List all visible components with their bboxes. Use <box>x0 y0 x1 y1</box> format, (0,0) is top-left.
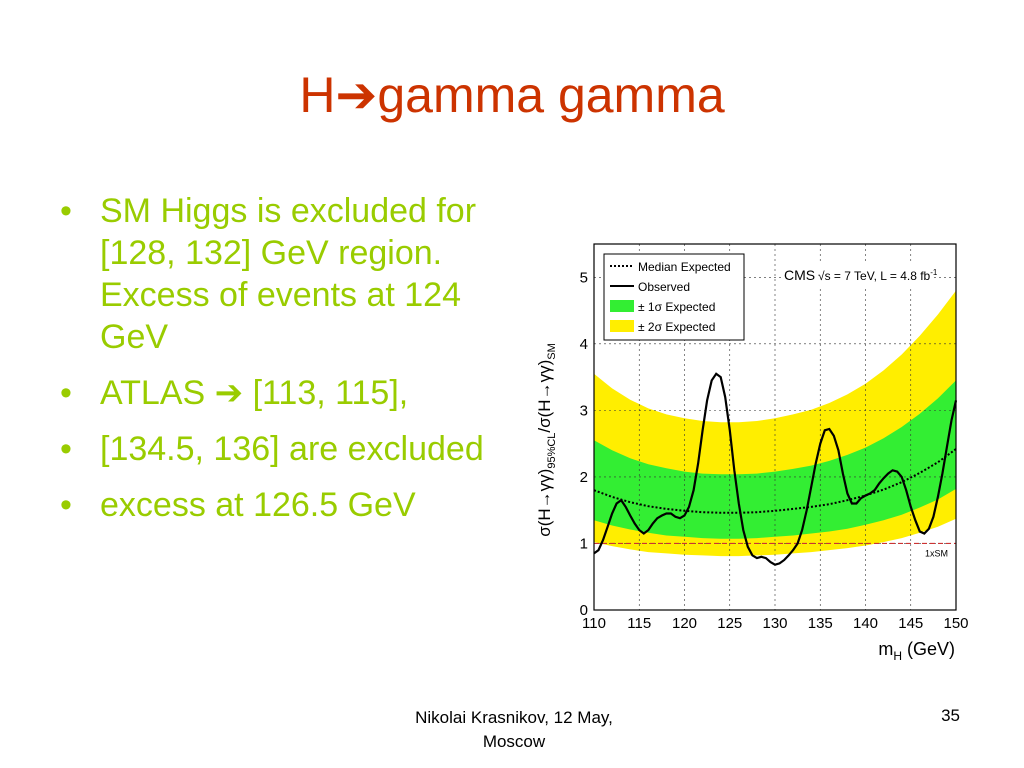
x-tick-label: 115 <box>627 615 651 632</box>
bullet-dot-icon: • <box>60 430 72 468</box>
y-axis-label-a: σ(H→γγ) <box>535 469 554 537</box>
bullet-text-rest: [113, 115], <box>243 374 409 412</box>
footer: Nikolai Krasnikov, 12 May, Moscow <box>384 706 644 754</box>
bullet-dot-icon: • <box>60 374 72 412</box>
energy-label: √s = 7 TeV, L = 4.8 fb-1 <box>818 268 938 283</box>
page-number: 35 <box>941 706 960 725</box>
footer-line1: Nikolai Krasnikov, 12 May, <box>415 708 613 727</box>
energy-label-main: √s = 7 TeV, L = 4.8 fb <box>818 269 931 283</box>
legend-two-sigma-label: ± 2σ Expected <box>638 320 715 334</box>
bullet-text: [134.5, 136] are excluded <box>100 430 484 468</box>
bullet-text: SM Higgs is excluded for [128, 132] GeV … <box>100 192 477 356</box>
bullet-dot-icon: • <box>60 192 72 230</box>
legend: Median Expected Observed ± 1σ Expected ±… <box>603 253 745 341</box>
x-tick-label: 125 <box>717 615 742 632</box>
y-tick-label: 4 <box>580 336 588 353</box>
y-axis-label-c: /σ(H→γγ) <box>535 360 554 433</box>
x-tick-label: 150 <box>943 615 968 632</box>
bullet-text-prefix: ATLAS <box>100 374 215 412</box>
x-axis-label: mH (GeV) <box>878 639 955 663</box>
observed-line <box>593 372 958 566</box>
bullet-item: • excess at 126.5 GeV <box>60 484 500 526</box>
x-tick-label: 120 <box>672 615 697 632</box>
arrow-icon: ➔ <box>214 374 244 412</box>
x-axis-label-sub: H <box>893 649 902 663</box>
bullet-item: • SM Higgs is excluded for [128, 132] GeV… <box>60 190 500 358</box>
plot-frame <box>593 243 957 611</box>
y-tick-label: 5 <box>580 269 588 286</box>
title-prefix: H <box>299 67 336 123</box>
x-tick-label: 145 <box>898 615 923 632</box>
bullet-list: • SM Higgs is excluded for [128, 132] GeV… <box>60 190 500 540</box>
experiment-label-bg <box>782 264 934 286</box>
energy-label-sup: -1 <box>930 268 938 277</box>
experiment-label: CMS <box>784 267 815 283</box>
x-axis-label-main: m <box>878 639 893 659</box>
legend-two-sigma-swatch <box>610 320 634 332</box>
sm-line-label: 1xSM <box>925 548 948 558</box>
x-axis-label-unit: (GeV) <box>902 639 955 659</box>
x-tick-label: 130 <box>762 615 787 632</box>
legend-median-label: Median Expected <box>638 260 731 274</box>
x-tick-label: 140 <box>853 615 878 632</box>
y-tick-labels: 0 1 2 3 4 5 <box>580 269 588 619</box>
y-tick-label: 3 <box>580 402 588 419</box>
x-tick-label: 135 <box>808 615 833 632</box>
y-tick-label: 1 <box>580 535 588 552</box>
title-rest: gamma gamma <box>377 67 725 123</box>
bullet-dot-icon: • <box>60 486 72 524</box>
bullet-item: • ATLAS ➔ [113, 115], <box>60 372 500 414</box>
limit-chart: 110 115 120 125 130 135 140 145 150 0 1 2 3 4 5 σ(H→γ… <box>530 240 970 665</box>
bullet-item: • [134.5, 136] are excluded <box>60 428 500 470</box>
arrow-icon: ➔ <box>335 67 378 123</box>
y-tick-label: 2 <box>580 469 588 486</box>
y-axis-label-b: 95%CL <box>546 433 558 469</box>
slide-title: H➔gamma gamma <box>0 66 1024 124</box>
x-tick-label: 110 <box>582 615 606 632</box>
legend-one-sigma-swatch <box>610 300 634 312</box>
legend-one-sigma-label: ± 1σ Expected <box>638 300 715 314</box>
legend-observed-label: Observed <box>638 280 690 294</box>
footer-line2: Moscow <box>482 732 546 751</box>
y-axis-label-d: SM <box>546 343 558 360</box>
y-tick-label: 0 <box>580 602 588 619</box>
bullet-text: excess at 126.5 GeV <box>100 486 416 524</box>
x-tick-labels: 110 115 120 125 130 135 140 145 150 <box>582 615 968 632</box>
y-axis-label: σ(H→γγ)95%CL/σ(H→γγ)SM <box>535 343 558 537</box>
